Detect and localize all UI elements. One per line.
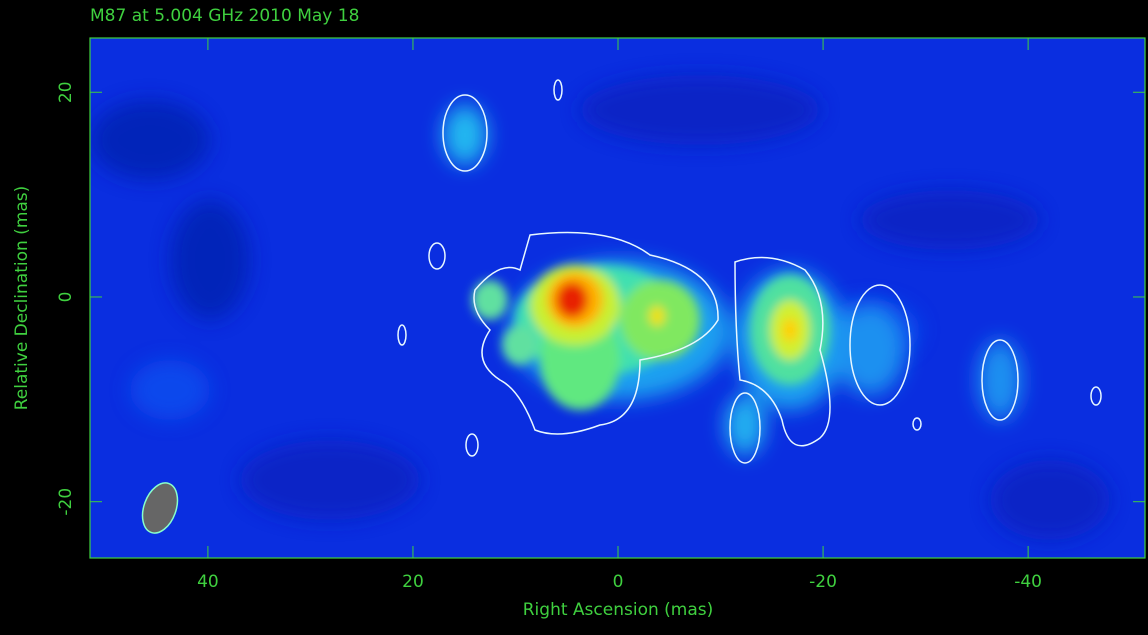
x-tick-label: 40 — [197, 572, 219, 592]
x-tick-label: -40 — [1014, 572, 1042, 592]
y-tick-label: 0 — [56, 292, 76, 303]
y-tick-label: 20 — [56, 81, 76, 103]
chart: M87 at 5.004 GHz 2010 May 18 Right Ascen… — [0, 0, 1148, 635]
intensity-map — [90, 38, 1145, 558]
x-tick-label: 20 — [402, 572, 424, 592]
y-axis-label: Relative Declination (mas) — [12, 186, 32, 411]
x-tick-label: -20 — [809, 572, 837, 592]
x-axis-label: Right Ascension (mas) — [523, 600, 714, 620]
y-tick-label: -20 — [56, 488, 76, 516]
x-tick-label: 0 — [613, 572, 624, 592]
chart-title: M87 at 5.004 GHz 2010 May 18 — [90, 6, 359, 26]
